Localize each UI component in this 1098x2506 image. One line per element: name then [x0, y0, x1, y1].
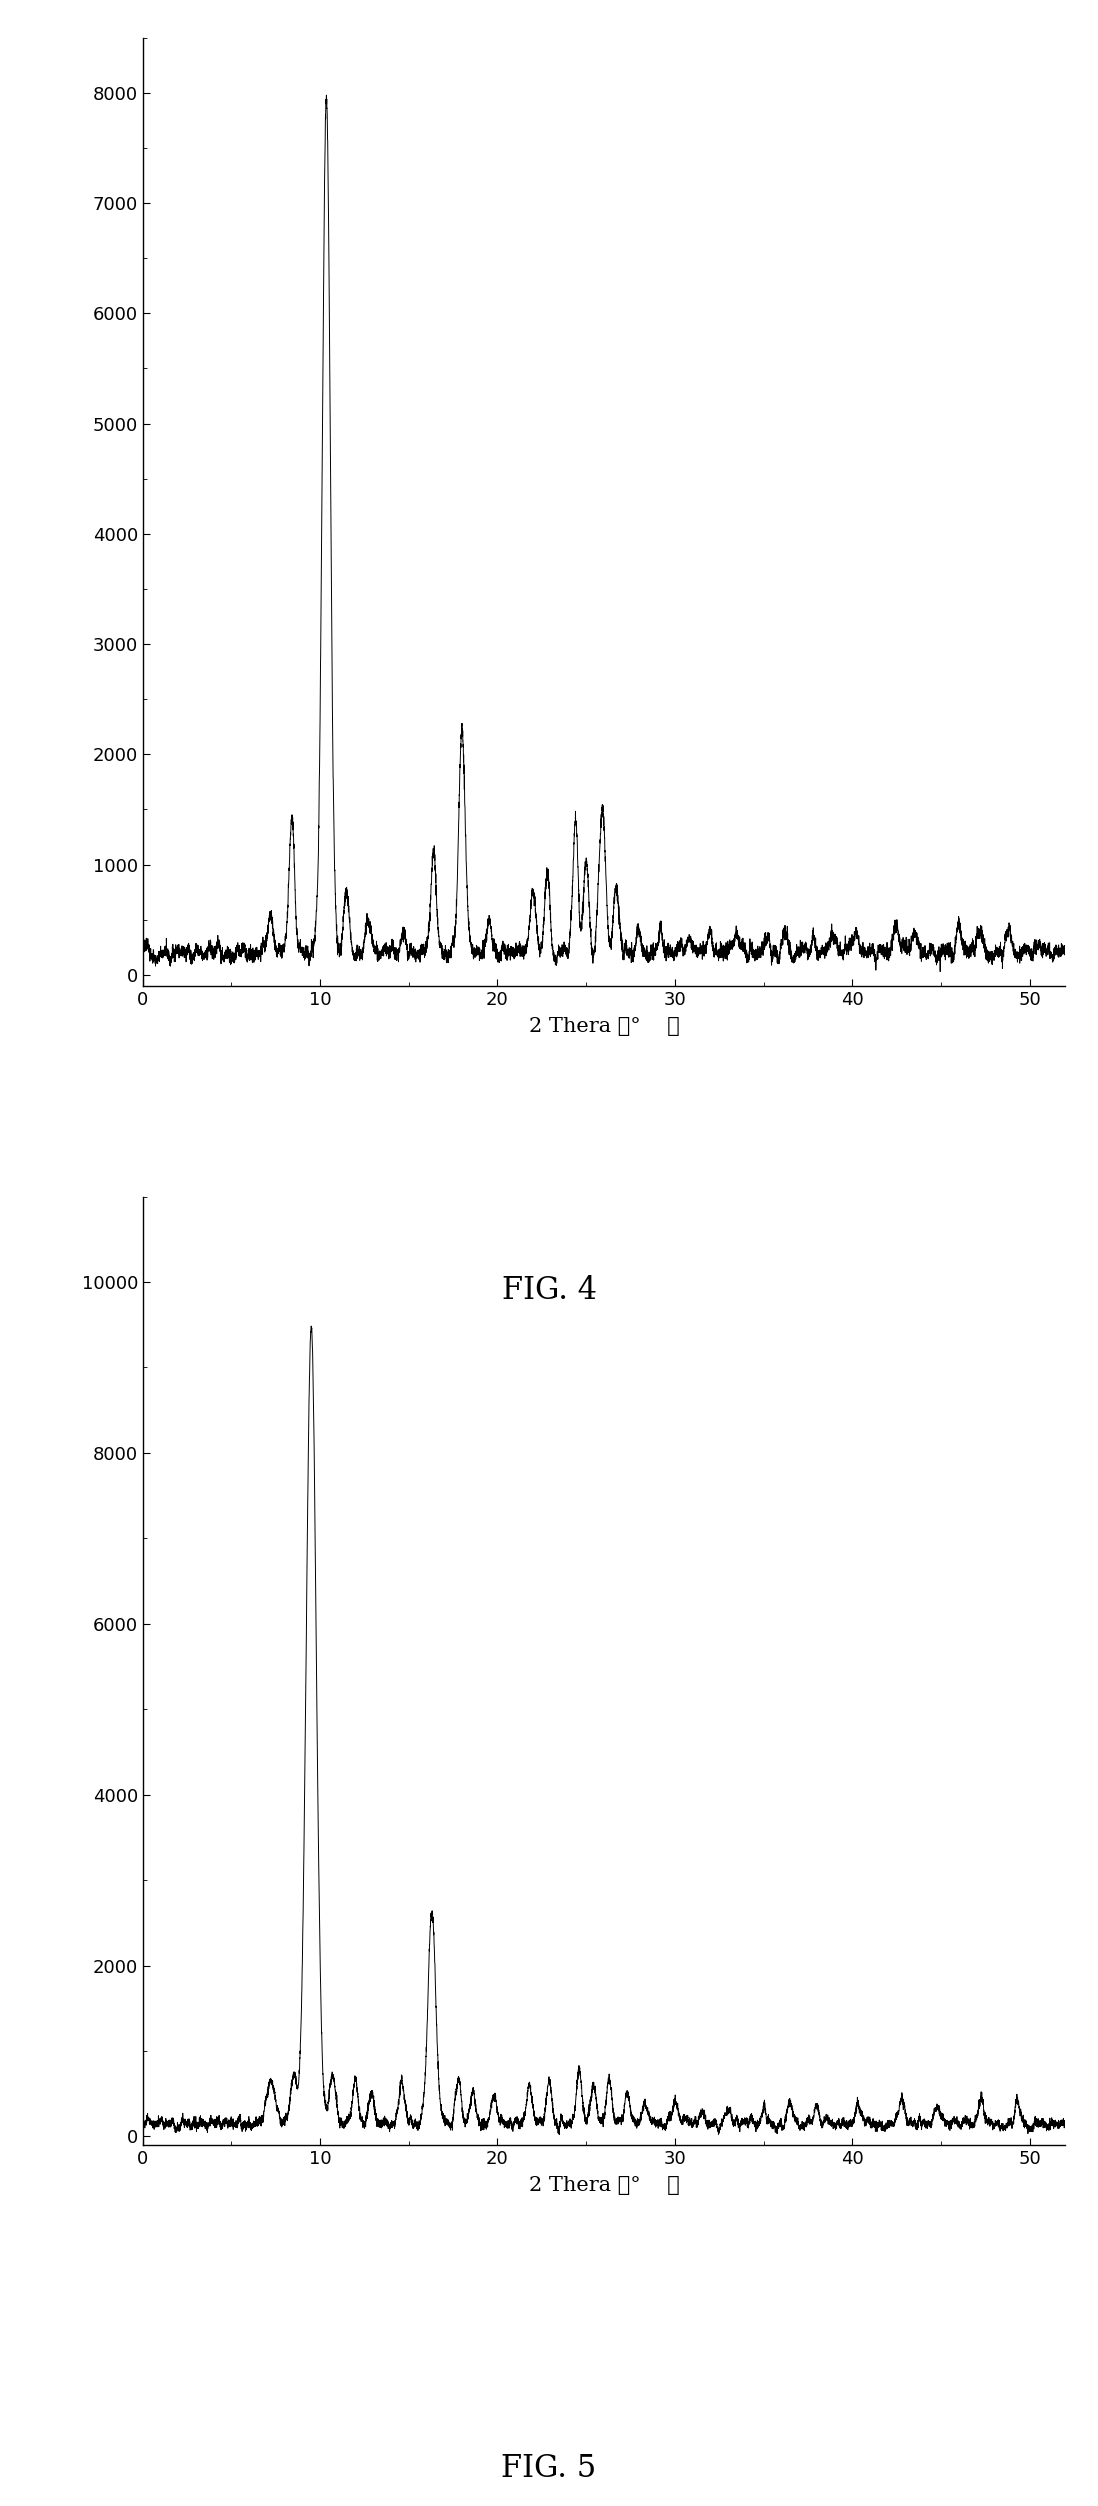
X-axis label: 2 Thera （°    ）: 2 Thera （° ） — [528, 2175, 680, 2195]
X-axis label: 2 Thera （°    ）: 2 Thera （° ） — [528, 1017, 680, 1035]
Text: FIG. 4: FIG. 4 — [502, 1276, 596, 1306]
Text: FIG. 5: FIG. 5 — [502, 2453, 596, 2483]
